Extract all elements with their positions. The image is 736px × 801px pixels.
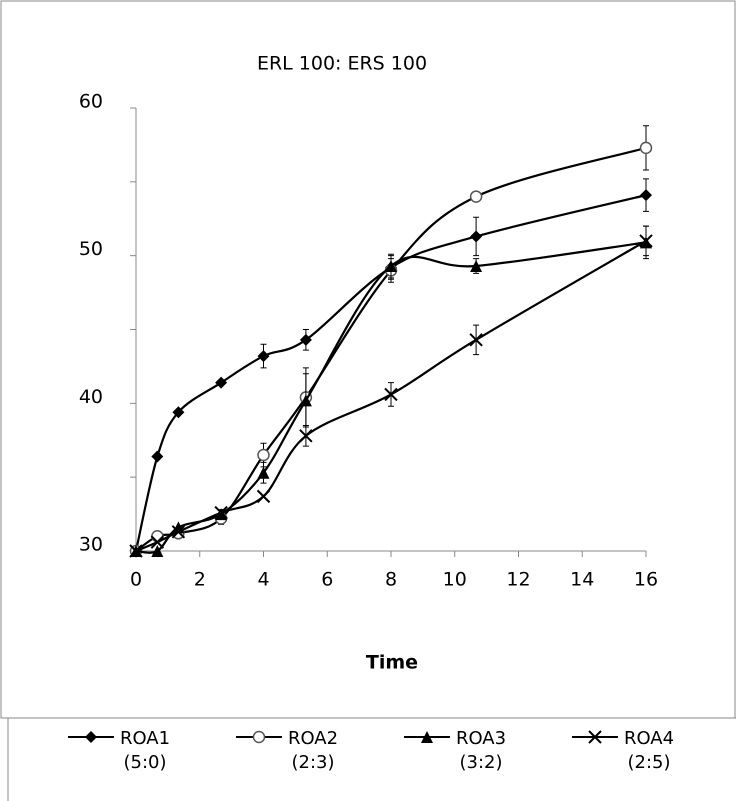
marker [171, 525, 186, 539]
legend-marker [252, 730, 266, 744]
x-tick-label: 2 [194, 569, 206, 591]
marker [470, 260, 483, 273]
legend-label: ROA1 (5:0) [119, 728, 171, 773]
chart-frame [0, 0, 736, 719]
marker [151, 545, 164, 557]
y-tick-label: 50 [79, 238, 103, 260]
legend-marker [421, 731, 433, 743]
legend-label: ROA4 (2:5) [623, 728, 675, 773]
marker [150, 535, 165, 549]
x-axis-label: Time [366, 652, 418, 674]
y-tick-label: 40 [79, 386, 103, 408]
x-tick-label: 14 [570, 569, 594, 591]
marker [257, 448, 270, 462]
marker [172, 406, 185, 419]
marker [257, 350, 270, 363]
series-line [134, 194, 647, 552]
x-tick-label: 10 [443, 569, 467, 591]
marker [257, 466, 270, 479]
marker [469, 333, 483, 347]
legend-label: ROA3 (3:2) [455, 728, 507, 773]
series-line [135, 146, 647, 552]
legend-label: ROA2 (2:3) [287, 728, 339, 773]
marker [639, 234, 653, 248]
x-tick-label: 12 [506, 569, 530, 591]
marker [470, 230, 483, 243]
x-tick-label: 16 [634, 569, 658, 591]
marker [299, 333, 312, 346]
marker [640, 189, 652, 202]
marker [639, 141, 653, 155]
marker [469, 190, 483, 203]
marker [129, 544, 143, 558]
x-tick-label: 0 [130, 569, 142, 591]
marker [384, 387, 398, 402]
marker [214, 505, 228, 520]
legend-frame [7, 717, 736, 801]
marker [215, 508, 228, 521]
marker [299, 394, 312, 407]
y-tick-label: 60 [79, 91, 103, 113]
marker [256, 489, 271, 504]
legend-marker [85, 731, 97, 743]
legend-marker [588, 730, 602, 744]
marker [385, 260, 397, 273]
marker [299, 429, 313, 443]
series-line [135, 239, 647, 553]
marker [215, 376, 228, 389]
x-tick-label: 4 [257, 569, 269, 591]
x-tick-label: 6 [321, 569, 333, 591]
chart-title: ERL 100: ERS 100 [257, 53, 427, 75]
y-tick-label: 30 [79, 534, 103, 556]
x-tick-label: 8 [385, 569, 397, 591]
marker [151, 450, 164, 463]
